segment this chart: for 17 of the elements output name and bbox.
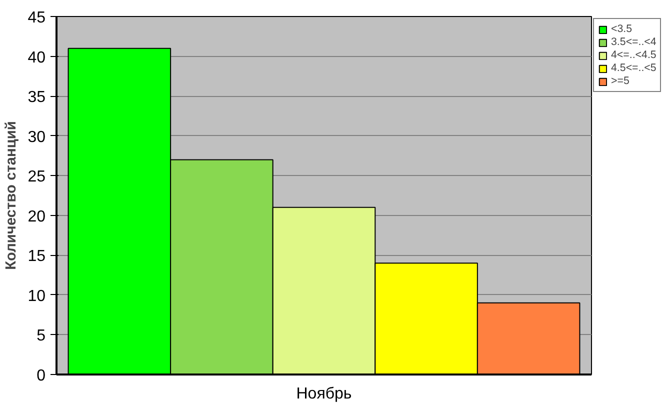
y-tick-label: 25 — [28, 168, 46, 186]
legend-label: <3.5 — [611, 23, 632, 35]
y-tick-label: 20 — [28, 208, 46, 226]
y-tick-label: 30 — [28, 128, 46, 146]
y-tick-label: 35 — [28, 89, 46, 106]
y-tick-label: 0 — [36, 368, 46, 384]
y-tick-label: 45 — [28, 10, 46, 26]
legend-label: 4<=..<4.5 — [611, 49, 656, 61]
y-tick-label: 15 — [28, 248, 46, 266]
y-axis-title: Количество станций — [4, 121, 20, 270]
y-tick-label: 40 — [28, 49, 46, 66]
y-tick-label: 5 — [36, 328, 46, 345]
legend-label: >=5 — [611, 75, 630, 87]
legend-label: 3.5<=..<4 — [611, 36, 656, 48]
x-tick-label: Ноябрь — [296, 386, 352, 402]
y-tick-label: 10 — [28, 288, 46, 305]
legend-label: 4.5<=..<5 — [611, 62, 656, 74]
